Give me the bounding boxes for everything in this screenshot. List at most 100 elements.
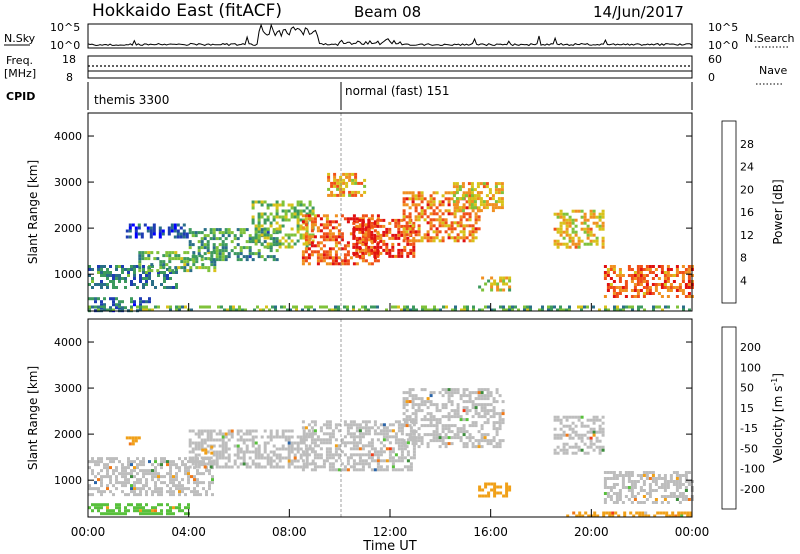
heatmap-cell [118,512,121,516]
heatmap-cell [412,248,416,252]
heatmap-cell [218,432,222,436]
heatmap-cell [128,436,132,440]
heatmap-cell [124,484,127,488]
heatmap-cell [115,303,118,307]
heatmap-cell [414,206,418,210]
heatmap-cell [118,303,121,307]
heatmap-cell [106,469,109,473]
heatmap-cell [293,453,297,457]
heatmap-cell [196,469,199,473]
heatmap-cell [492,445,496,449]
heatmap-cell [352,468,356,472]
heatmap-cell [97,490,100,494]
heatmap-cell [290,447,294,451]
heatmap-cell [482,200,486,204]
heatmap-cell [272,218,276,222]
heatmap-cell [139,297,142,301]
nsky-line [87,23,693,47]
heatmap-cell [133,268,136,271]
heatmap-cell [210,260,214,264]
heatmap-cell [287,462,291,466]
heatmap-cell [109,265,112,268]
heatmap-cell [414,239,418,243]
heatmap-cell [352,227,356,231]
heatmap-cell [367,456,371,460]
heatmap-cell [556,215,560,219]
heatmap-cell [406,254,410,258]
heatmap-cell [423,400,427,404]
heatmap-cell [373,429,377,433]
heatmap-cell [355,453,359,457]
heatmap-cell [615,474,619,477]
heatmap-cell [435,436,439,440]
heatmap-cell [496,485,500,489]
heatmap-cell [307,241,311,245]
heatmap-cell [444,224,448,228]
heatmap-cell [159,260,163,264]
heatmap-cell [131,439,135,443]
heatmap-cell [346,432,350,436]
colorbar-tick-label: -200 [740,483,765,496]
heatmap-cell [130,484,133,488]
heatmap-cell [471,403,475,407]
heatmap-cell [201,448,205,452]
heatmap-cell [358,456,362,460]
heatmap-cell [660,268,664,271]
heatmap-cell [397,429,401,433]
heatmap-cell [485,200,489,204]
heatmap-cell [248,255,252,259]
heatmap-cell [156,251,160,255]
heatmap-cell [302,203,306,207]
heatmap-cell [484,485,488,489]
heatmap-cell [432,424,436,428]
heatmap-cell [648,495,652,498]
heatmap-cell [162,263,166,267]
heatmap-cell [263,258,267,262]
heatmap-cell [139,512,142,516]
heatmap-cell [169,308,172,312]
heatmap-cell [352,220,356,224]
heatmap-cell [406,242,410,246]
heatmap-cell [414,412,418,416]
heatmap-cell [379,459,383,463]
heatmap-cell [400,441,404,445]
heatmap-cell [139,493,142,497]
heatmap-cell [459,236,463,240]
heatmap-cell [178,466,181,470]
heatmap-cell [346,262,350,266]
heatmap-cell [200,432,204,436]
heatmap-cell [598,439,602,443]
heatmap-cell [127,481,130,485]
heatmap-cell [272,255,276,259]
heatmap-cell [462,224,466,228]
heatmap-cell [148,460,151,464]
heatmap-cell [461,197,465,201]
heatmap-cell [355,423,359,427]
heatmap-cell [675,289,679,292]
heatmap-cell [684,271,688,274]
heatmap-cell [405,445,409,449]
heatmap-cell [450,424,454,428]
heatmap-cell [169,509,172,513]
heatmap-cell [373,251,377,255]
heatmap-cell [461,194,465,198]
heatmap-cell [281,236,285,240]
heatmap-cell [391,429,395,433]
heatmap-cell [483,406,487,410]
heatmap-cell [224,462,228,466]
heatmap-cell [633,277,637,280]
heatmap-cell [322,235,326,239]
heatmap-cell [109,274,112,277]
heatmap-cell [379,450,383,454]
y-tick-label: 4000 [54,336,82,349]
heatmap-cell [263,450,267,454]
heatmap-cell [154,466,157,470]
heatmap-cell [121,268,124,271]
heatmap-cell [468,409,472,413]
heatmap-cell [154,305,157,309]
heatmap-cell [343,244,347,248]
heatmap-cell [447,224,451,228]
heatmap-cell [118,481,121,485]
heatmap-cell [577,242,581,246]
heatmap-cell [385,308,388,312]
